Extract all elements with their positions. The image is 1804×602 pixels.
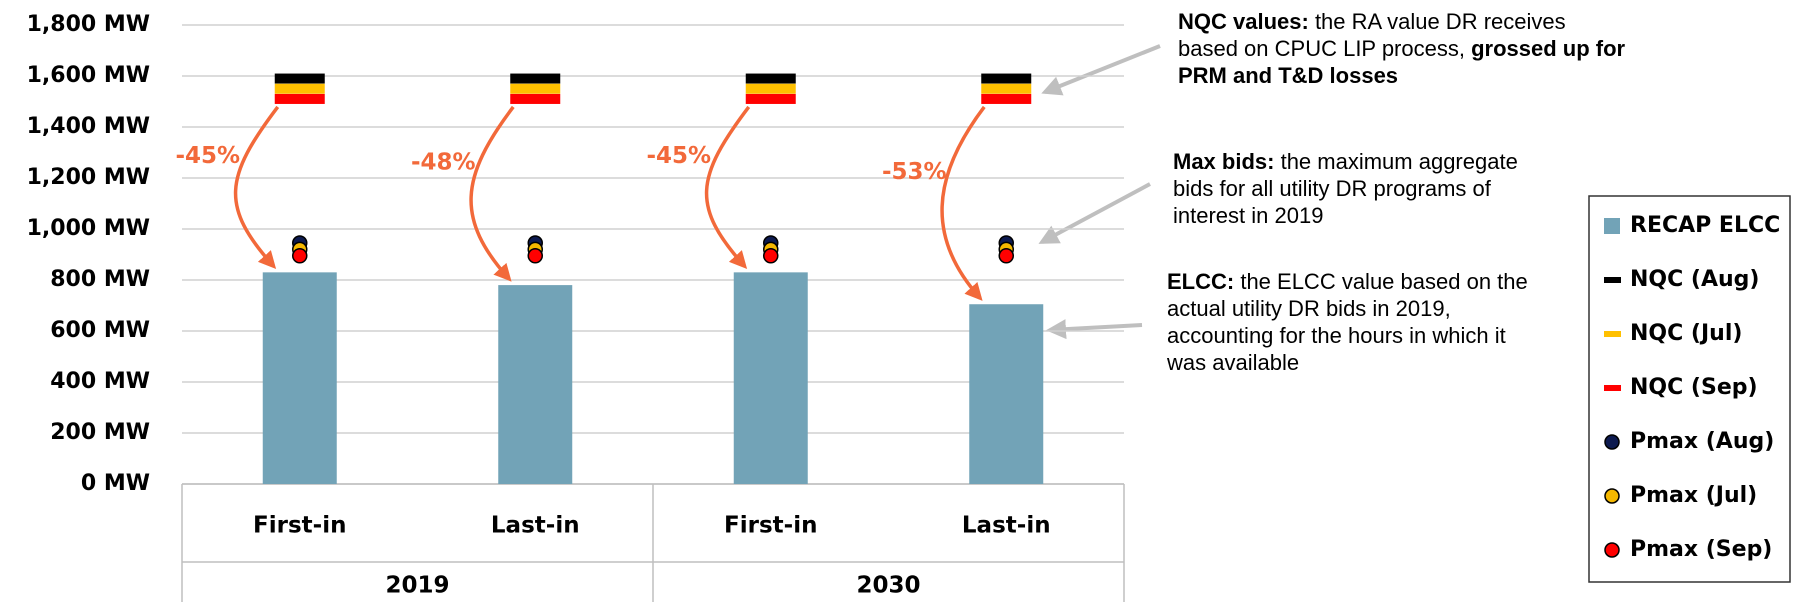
group-label: 2019 (385, 573, 449, 599)
change-arrow (704, 105, 751, 269)
change-label: -53% (882, 159, 947, 185)
change-label: -45% (646, 143, 711, 169)
x-tick-label: Last-in (962, 513, 1051, 539)
change-arrow (940, 105, 986, 301)
nqc-marker (745, 83, 796, 94)
nqc-marker (510, 93, 561, 104)
bar (498, 285, 573, 484)
nqc-marker (510, 83, 561, 94)
legend-swatch (1604, 488, 1620, 504)
y-tick-label: 0 MW (81, 471, 150, 496)
group-label: 2030 (856, 573, 920, 599)
legend-label: NQC (Jul) (1630, 321, 1742, 346)
legend-swatch (1604, 542, 1620, 558)
nqc-marker (745, 73, 796, 84)
note: ELCC: the ELCC value based on the actual… (1167, 268, 1537, 376)
nqc-marker (981, 93, 1032, 104)
y-tick-label: 200 MW (50, 420, 150, 445)
bar (733, 272, 808, 484)
note-text: the ELCC value based on the actual utili… (1167, 269, 1528, 375)
y-tick-label: 1,400 MW (27, 114, 150, 139)
y-tick-label: 400 MW (50, 369, 150, 394)
nqc-marker (274, 73, 325, 84)
legend-label: Pmax (Aug) (1630, 429, 1774, 454)
change-label: -48% (411, 150, 476, 176)
legend-swatch (1604, 434, 1620, 450)
nqc-marker (981, 73, 1032, 84)
legend-label: Pmax (Jul) (1630, 483, 1757, 508)
change-label: -45% (175, 143, 240, 169)
note-text: the maximum aggregate bids for all utili… (1173, 149, 1518, 228)
y-tick-label: 1,800 MW (27, 12, 150, 37)
y-tick-label: 800 MW (50, 267, 150, 292)
note: NQC values: the RA value DR receives bas… (1178, 8, 1628, 89)
nqc-marker (274, 93, 325, 104)
nqc-marker (981, 83, 1032, 94)
x-tick-label: First-in (253, 513, 346, 539)
pmax-marker (292, 248, 308, 264)
note-text: ELCC: (1167, 269, 1235, 294)
legend-label: NQC (Sep) (1630, 375, 1758, 400)
change-arrow (233, 105, 280, 269)
nqc-marker (745, 93, 796, 104)
pmax-marker (763, 248, 779, 264)
y-tick-label: 600 MW (50, 318, 150, 343)
legend-label: Pmax (Sep) (1630, 537, 1772, 562)
note-text: grossed up for PRM and T&D losses (1178, 36, 1626, 88)
pmax-marker (998, 248, 1014, 264)
note-text: Max bids: (1173, 149, 1275, 174)
note: Max bids: the maximum aggregate bids for… (1173, 148, 1563, 229)
legend-swatch (1604, 331, 1621, 337)
legend-swatch (1604, 218, 1620, 234)
pointer-arrow (1046, 319, 1143, 340)
legend-label: NQC (Aug) (1630, 267, 1759, 292)
nqc-marker (510, 73, 561, 84)
y-tick-label: 1,000 MW (27, 216, 150, 241)
bar (262, 272, 337, 484)
change-arrow (469, 105, 515, 282)
x-tick-label: Last-in (491, 513, 580, 539)
note-text: the RA value DR receives based on CPUC L… (1178, 9, 1566, 61)
pointer-arrow (1041, 44, 1161, 96)
legend-label: RECAP ELCC (1630, 213, 1780, 238)
note-text: NQC values: (1178, 9, 1309, 34)
legend-box (1588, 195, 1791, 583)
y-tick-label: 1,600 MW (27, 63, 150, 88)
y-tick-label: 1,200 MW (27, 165, 150, 190)
bar (969, 304, 1044, 484)
pointer-arrow (1038, 182, 1151, 244)
legend-swatch (1604, 277, 1621, 283)
x-tick-label: First-in (724, 513, 817, 539)
legend-swatch (1604, 385, 1621, 391)
nqc-marker (274, 83, 325, 94)
pmax-marker (527, 248, 543, 264)
